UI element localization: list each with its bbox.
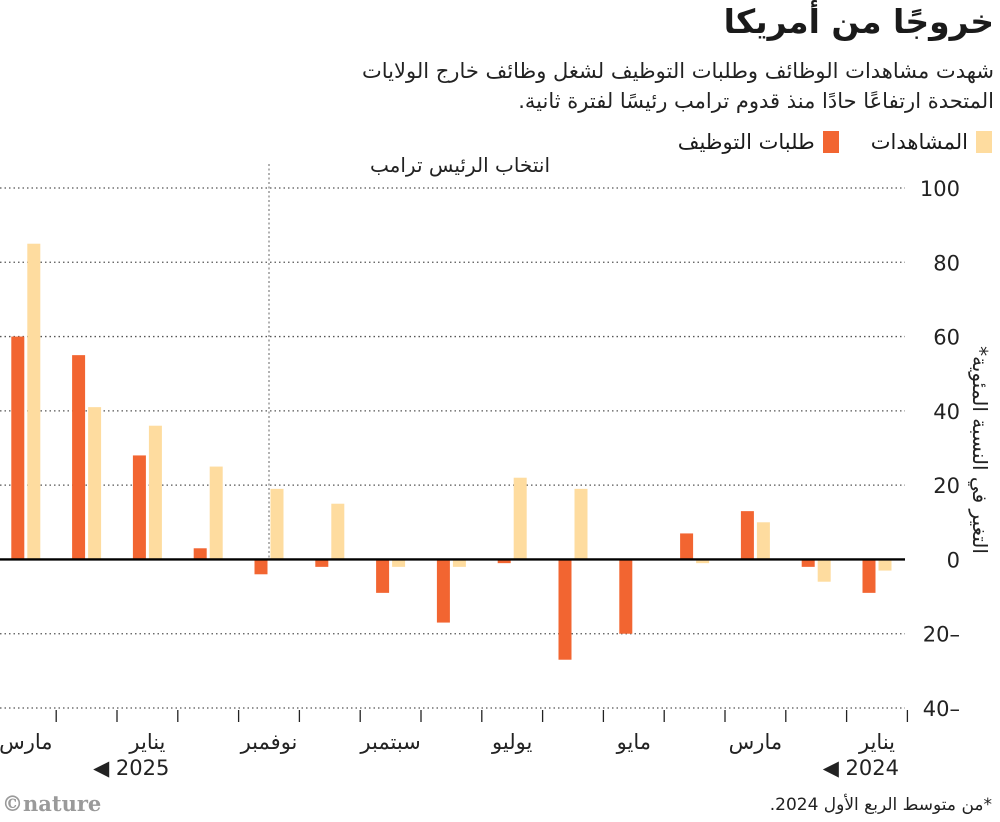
- x-month-label: مايو: [616, 730, 651, 754]
- bar-views: [148, 425, 162, 560]
- bar-views: [331, 503, 345, 560]
- bar-applications: [376, 559, 390, 593]
- bar-views: [756, 522, 770, 560]
- bar-applications: [132, 455, 146, 560]
- x-month-label: مارس: [0, 730, 53, 754]
- x-year-label: ◀ 2025: [93, 756, 169, 780]
- y-tick-label: 40–: [923, 697, 960, 721]
- chart-title: خروجًا من أمريكا: [723, 2, 994, 41]
- bar-applications: [862, 559, 876, 593]
- bar-applications: [680, 533, 694, 560]
- x-year-label: ◀ 2024: [823, 756, 899, 780]
- bar-views: [27, 243, 41, 560]
- bar-applications: [619, 559, 633, 634]
- bar-applications: [11, 336, 25, 560]
- chart-subtitle: شهدت مشاهدات الوظائف وطلبات التوظيف لشغل…: [362, 59, 994, 113]
- footnote: *من متوسط الربع الأول 2024.: [769, 795, 992, 815]
- y-axis-title: التغير في النسبة المئوية*: [967, 346, 992, 554]
- y-tick-label: 100: [920, 177, 960, 201]
- bar-applications: [497, 559, 511, 564]
- x-month-label: سبتمبر: [359, 730, 420, 754]
- legend-swatch-applications: [822, 131, 839, 153]
- legend-swatch-views: [976, 131, 992, 153]
- bar-applications: [193, 548, 207, 560]
- bar-applications: [801, 559, 815, 567]
- bar-views: [209, 466, 223, 560]
- y-tick-label: 20–: [923, 623, 960, 647]
- bar-applications: [254, 559, 268, 575]
- x-month-label: نوفمبر: [240, 730, 298, 754]
- x-month-label: يوليو: [491, 730, 532, 754]
- x-month-label: مارس: [729, 730, 782, 754]
- bar-views: [270, 488, 284, 560]
- x-month-label: يناير: [858, 730, 895, 754]
- legend-label-applications: طلبات التوظيف: [677, 130, 815, 154]
- legend-label-views: المشاهدات: [870, 130, 968, 154]
- bar-applications: [436, 559, 450, 623]
- y-tick-label: 60: [933, 326, 960, 350]
- bar-views: [696, 559, 710, 564]
- bar-applications: [740, 511, 754, 560]
- y-tick-label: 40: [933, 400, 960, 424]
- y-tick-label: 0: [947, 548, 960, 572]
- nature-credit: ©nature: [2, 791, 102, 816]
- bar-views: [392, 559, 406, 567]
- bar-applications: [315, 559, 329, 567]
- bar-applications: [72, 355, 86, 560]
- x-month-label: يناير: [128, 730, 165, 754]
- annotation-label: انتخاب الرئيس ترامب: [370, 153, 550, 177]
- bar-views: [88, 407, 102, 560]
- bar-views: [817, 559, 831, 582]
- legend-item-views: المشاهدات: [871, 130, 992, 154]
- bar-views: [878, 559, 892, 571]
- y-tick-label: 80: [933, 251, 960, 275]
- legend: المشاهدات طلبات التوظيف: [652, 130, 992, 154]
- bar-applications: [558, 559, 572, 660]
- legend-item-applications: طلبات التوظيف: [678, 130, 839, 154]
- bar-views: [452, 559, 466, 567]
- bar-views: [513, 477, 527, 560]
- y-tick-label: 20: [933, 474, 960, 498]
- bar-views: [574, 488, 588, 560]
